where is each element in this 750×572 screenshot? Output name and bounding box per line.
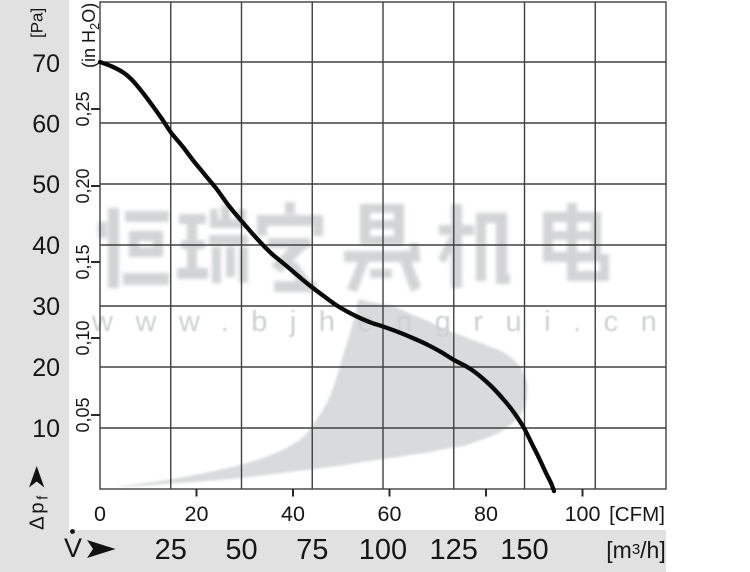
svg-text:70: 70 — [32, 50, 60, 78]
svg-text:150: 150 — [500, 534, 548, 566]
svg-text:50: 50 — [225, 534, 257, 566]
svg-text:0,20: 0,20 — [73, 168, 93, 203]
svg-text:40: 40 — [32, 232, 60, 260]
svg-text:0: 0 — [94, 502, 106, 526]
svg-text:V: V — [64, 533, 82, 563]
svg-text:0,10: 0,10 — [73, 320, 93, 355]
svg-text:Δpf: Δpf — [26, 493, 52, 530]
svg-text:20: 20 — [185, 502, 209, 526]
svg-text:125: 125 — [430, 534, 478, 566]
svg-text:25: 25 — [155, 534, 187, 566]
svg-text:20: 20 — [32, 354, 60, 382]
svg-text:80: 80 — [474, 502, 498, 526]
svg-text:30: 30 — [32, 293, 60, 321]
svg-text:60: 60 — [378, 502, 402, 526]
svg-text:www.bjhengrui.cn: www.bjhengrui.cn — [91, 306, 679, 338]
svg-text:100: 100 — [565, 502, 601, 526]
svg-text:[Pa]: [Pa] — [28, 8, 47, 38]
svg-text:75: 75 — [296, 534, 328, 566]
svg-text:[m3/h]: [m3/h] — [606, 537, 665, 563]
svg-text:[CFM]: [CFM] — [609, 503, 665, 526]
svg-text:60: 60 — [32, 111, 60, 139]
svg-text:10: 10 — [32, 415, 60, 443]
svg-text:(in H2O): (in H2O) — [79, 3, 102, 68]
svg-text:0,05: 0,05 — [73, 397, 93, 432]
svg-text:0,25: 0,25 — [73, 91, 93, 126]
svg-text:40: 40 — [281, 502, 305, 526]
svg-text:50: 50 — [32, 171, 60, 199]
svg-text:100: 100 — [359, 534, 407, 566]
svg-text:0,15: 0,15 — [73, 244, 93, 279]
